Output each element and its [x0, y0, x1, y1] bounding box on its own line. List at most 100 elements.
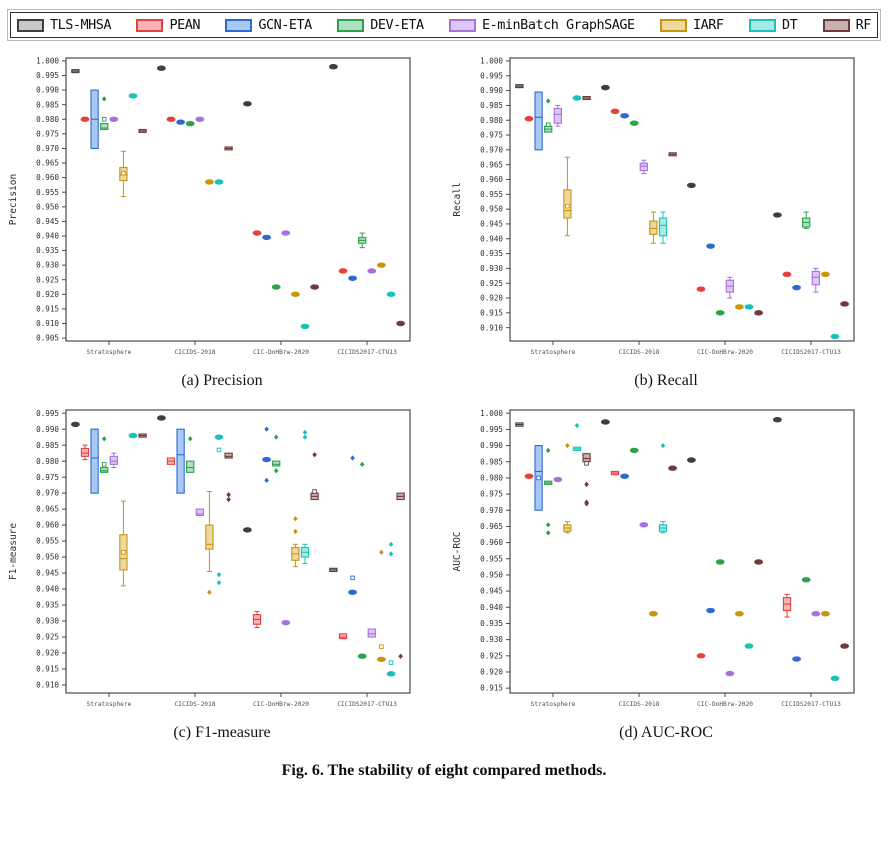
DT-box: [830, 333, 840, 340]
point-marker: [357, 653, 367, 659]
point-marker: [687, 457, 696, 463]
y-tick-label: 0.975: [480, 131, 503, 140]
E-minBatch GraphSAGE-box: [725, 276, 734, 299]
point-marker: [338, 268, 348, 274]
y-tick-label: 1.000: [480, 57, 503, 66]
y-tick-label: 0.905: [36, 334, 59, 343]
DT-box: [386, 541, 396, 677]
DEV-ETA-box: [715, 559, 725, 565]
y-tick-label: 0.970: [480, 506, 503, 515]
point-marker: [744, 643, 754, 649]
y-tick-label: 0.980: [36, 457, 59, 466]
PEAN-box: [166, 116, 176, 122]
GCN-ETA-box: [262, 234, 272, 241]
y-tick-label: 0.975: [36, 473, 59, 482]
GCN-ETA-box: [348, 275, 358, 281]
y-tick-label: 0.950: [36, 202, 59, 211]
x-tick-label: Stratosphere: [531, 701, 576, 708]
TLS-MHSA-box: [773, 417, 782, 423]
point-marker: [706, 607, 716, 614]
y-tick-label: 0.925: [480, 651, 503, 660]
DEV-ETA-box: [186, 436, 195, 473]
point-marker: [821, 271, 830, 278]
y-tick-label: 0.950: [480, 571, 503, 580]
legend-swatch: [225, 18, 253, 32]
mean-marker: [121, 550, 126, 555]
group-Stratosphere: [515, 422, 591, 536]
y-tick-label: 0.930: [480, 635, 503, 644]
GCN-ETA-box: [792, 284, 802, 291]
GCN-ETA-box: [706, 243, 716, 249]
plot-area: 1.000 0.995 0.990 0.985 0.980 0.975 0.970 0.965…: [452, 409, 855, 708]
group-CIC-DoHBrw-2020: [243, 101, 320, 330]
group-Stratosphere: [71, 421, 147, 587]
outlier-marker: [302, 429, 308, 435]
group-CICIDS2017-CTU13: [329, 455, 405, 677]
y-tick-label: 0.980: [36, 115, 59, 124]
IARF-box: [735, 304, 744, 310]
TLS-MHSA-box: [243, 527, 252, 533]
boxplot-recall: 1.000 0.995 0.990 0.985 0.980 0.975 0.970 0.965…: [452, 57, 855, 356]
point-marker: [696, 286, 706, 292]
PEAN-box: [610, 470, 620, 476]
TLS-MHSA-box: [329, 64, 338, 70]
RF-box: [396, 492, 405, 659]
E-minBatch GraphSAGE-box: [639, 522, 649, 528]
caption-d: (d) AUC-ROC: [619, 724, 713, 741]
x-tick-label: CIC-DoHBrw-2020: [697, 701, 753, 708]
DEV-ETA-box: [802, 211, 811, 229]
box: [534, 91, 543, 151]
GCN-ETA-box: [90, 89, 99, 149]
RF-box: [668, 152, 677, 157]
y-tick-label: 0.950: [480, 205, 503, 214]
point-marker: [754, 559, 764, 565]
point-marker: [281, 619, 291, 626]
point-marker: [377, 656, 386, 663]
point-marker: [801, 577, 811, 583]
y-tick-label: 0.910: [36, 681, 59, 690]
group-CICIDS-2018: [601, 84, 677, 244]
IARF-box: [563, 156, 572, 237]
plot-area: 0.995 0.990 0.985 0.980 0.975 0.970 0.965 0.960…: [8, 409, 411, 708]
DEV-ETA-box: [358, 232, 367, 249]
point-marker: [811, 611, 821, 617]
y-tick-label: 0.995: [480, 425, 503, 434]
point-marker: [840, 643, 850, 649]
DT-box: [658, 442, 668, 534]
y-tick-label: 0.955: [480, 554, 503, 563]
outlier-marker: [388, 541, 394, 547]
outlier-marker: [545, 98, 551, 104]
outlier-marker: [545, 530, 551, 536]
y-tick-label: 0.935: [36, 601, 59, 610]
RF-box: [754, 559, 764, 565]
E-minBatch GraphSAGE-box: [109, 116, 119, 122]
subplot-cell-d: 1.000 0.995 0.990 0.985 0.980 0.975 0.970 0.965…: [444, 400, 888, 752]
y-tick-label: 0.990: [480, 441, 503, 450]
TLS-MHSA-box: [601, 419, 610, 425]
outlier-marker: [226, 496, 231, 503]
point-marker: [386, 671, 396, 677]
y-tick-label: 0.990: [36, 425, 59, 434]
y-tick-label: 0.985: [480, 101, 503, 110]
outlier-marker: [302, 434, 308, 440]
DEV-ETA-box: [801, 577, 811, 583]
point-marker: [782, 271, 792, 278]
outlier-marker: [545, 447, 551, 454]
y-axis-title: AUC-ROC: [452, 531, 463, 571]
point-marker: [792, 284, 802, 291]
mean-marker: [536, 475, 541, 481]
outlier-marker: [216, 572, 222, 578]
y-tick-label: 0.995: [480, 71, 503, 80]
GCN-ETA-box: [534, 445, 543, 511]
mean-marker: [350, 575, 355, 581]
PEAN-box: [696, 286, 706, 292]
y-tick-label: 0.995: [36, 71, 59, 80]
y-tick-label: 0.945: [480, 587, 503, 596]
y-axis-title: F1-measure: [8, 523, 19, 580]
point-marker: [185, 120, 195, 127]
IARF-box: [291, 291, 300, 298]
point-marker: [744, 304, 754, 310]
box: [367, 628, 376, 638]
box: [176, 428, 185, 494]
y-tick-label: 0.965: [480, 522, 503, 531]
